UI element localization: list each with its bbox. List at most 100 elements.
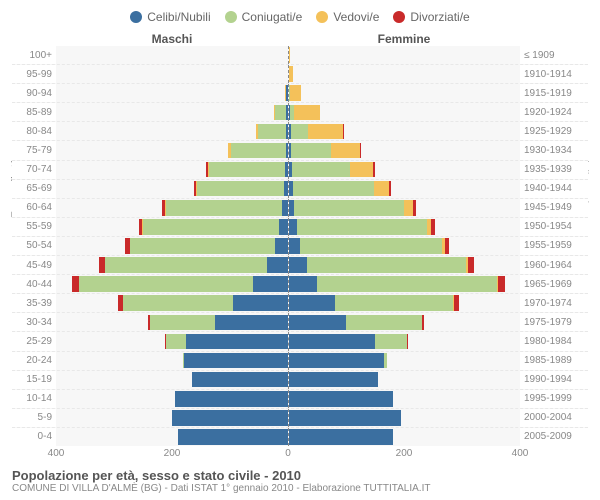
bar-segment [343,124,344,140]
male-bar [56,103,288,121]
pyramid-row: 5-92000-2004 [12,409,588,428]
pyramid-row: 60-64 1945-1949 [12,199,588,218]
x-tick: 400 [48,448,65,459]
female-bar [288,332,521,350]
age-label: 85-89 [12,103,56,121]
x-tick: 0 [285,448,291,459]
pyramid-row: 30-341975-1979 [12,313,588,332]
bar-segment [186,334,287,350]
bar-segment [289,372,379,388]
female-bar [288,141,521,159]
bar-segment [297,219,427,235]
male-bar [56,199,288,217]
year-label: 1955-1959 [520,237,588,255]
pyramid-row: 20-241985-1989 [12,352,588,371]
bar-segment [289,334,376,350]
male-bar [56,352,288,370]
male-bar [56,122,288,140]
bar-segment [360,143,361,159]
bar-segment [289,47,290,63]
bar-segment [413,200,416,216]
bar-group [56,161,520,179]
year-label: 1945-1949 [520,199,588,217]
year-label: 1970-1974 [520,294,588,312]
bar-segment [166,334,186,350]
male-bar [56,313,288,331]
bar-segment [178,429,288,445]
bar-segment [404,200,413,216]
year-label: 2000-2004 [520,409,588,427]
year-label: 1915-1919 [520,84,588,102]
bar-segment [143,219,279,235]
male-bar [56,294,288,312]
bar-segment [289,429,393,445]
pyramid-row: 45-491960-1964 [12,256,588,275]
age-label: 100+ [12,46,56,64]
female-bar [288,46,521,64]
female-bar [288,409,521,427]
age-label: 70-74 [12,161,56,179]
chart-subtitle: COMUNE DI VILLA D'ALMÈ (BG) - Dati ISTAT… [12,483,588,494]
bar-group [56,256,520,274]
bar-segment [123,295,233,311]
pyramid-row: 65-691940-1944 [12,180,588,199]
legend-item: Vedovi/e [316,10,379,24]
bar-segment [331,143,360,159]
female-bar [288,371,521,389]
chart-title: Popolazione per età, sesso e stato civil… [12,464,588,483]
bar-segment [335,295,454,311]
year-label: 2005-2009 [520,428,588,446]
male-bar [56,371,288,389]
bar-segment [289,410,402,426]
bar-group [56,428,520,446]
bar-group [56,65,520,83]
male-bar [56,256,288,274]
bar-group [56,390,520,408]
bar-segment [384,353,387,369]
bar-segment [431,219,434,235]
bar-group [56,237,520,255]
plot-area: 100+≤ 190995-991910-191490-941915-191985… [12,46,588,446]
year-label: 1990-1994 [520,371,588,389]
pyramid-row: 10-141995-1999 [12,390,588,409]
female-bar [288,103,521,121]
year-label: 1965-1969 [520,275,588,293]
age-label: 80-84 [12,122,56,140]
legend-item: Celibi/Nubili [130,10,210,24]
legend-label: Divorziati/e [410,10,469,24]
year-label: 1930-1934 [520,141,588,159]
year-label: 1960-1964 [520,256,588,274]
bar-segment [373,162,375,178]
age-label: 60-64 [12,199,56,217]
male-bar [56,332,288,350]
bar-segment [279,219,288,235]
bar-segment [197,181,284,197]
bar-group [56,409,520,427]
bar-group [56,141,520,159]
female-bar [288,352,521,370]
age-label: 35-39 [12,294,56,312]
legend-swatch [130,11,142,23]
bar-segment [289,353,384,369]
female-bar [288,237,521,255]
bar-segment [293,181,374,197]
header-male: Maschi [56,32,288,46]
x-axis: 4002000200400 [12,446,588,464]
x-ticks: 4002000200400 [56,446,520,464]
age-label: 55-59 [12,218,56,236]
age-label: 15-19 [12,371,56,389]
bar-segment [172,410,288,426]
bar-segment [374,181,388,197]
female-bar [288,256,521,274]
female-bar [288,199,521,217]
female-bar [288,65,521,83]
pyramid-row: 75-791930-1934 [12,141,588,160]
bar-segment [498,276,505,292]
x-tick: 200 [164,448,181,459]
bar-segment [215,315,287,331]
year-label: 1975-1979 [520,313,588,331]
age-label: 0-4 [12,428,56,446]
bar-group [56,294,520,312]
year-label: 1950-1954 [520,218,588,236]
bar-segment [294,200,404,216]
